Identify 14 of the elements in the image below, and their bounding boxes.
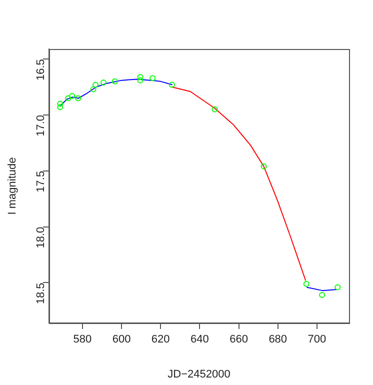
x-axis-title: JD−2452000 [168, 368, 230, 380]
x-tick-label: 600 [112, 334, 131, 346]
y-tick-label: 18.0 [35, 226, 48, 248]
y-axis-title: I magnitude [6, 157, 19, 215]
x-tick-label: 640 [190, 334, 209, 346]
y-tick-label: 18.5 [35, 282, 48, 304]
y-tick-label: 17.5 [35, 170, 48, 192]
y-tick-label: 16.5 [35, 59, 48, 80]
x-tick-label: 580 [73, 334, 92, 346]
x-tick-label: 660 [230, 334, 248, 346]
y-tick-label: 17.0 [35, 114, 48, 136]
x-tick-label: 620 [151, 334, 170, 346]
x-tick-label: 700 [308, 334, 326, 346]
x-tick-label: 680 [268, 334, 288, 346]
